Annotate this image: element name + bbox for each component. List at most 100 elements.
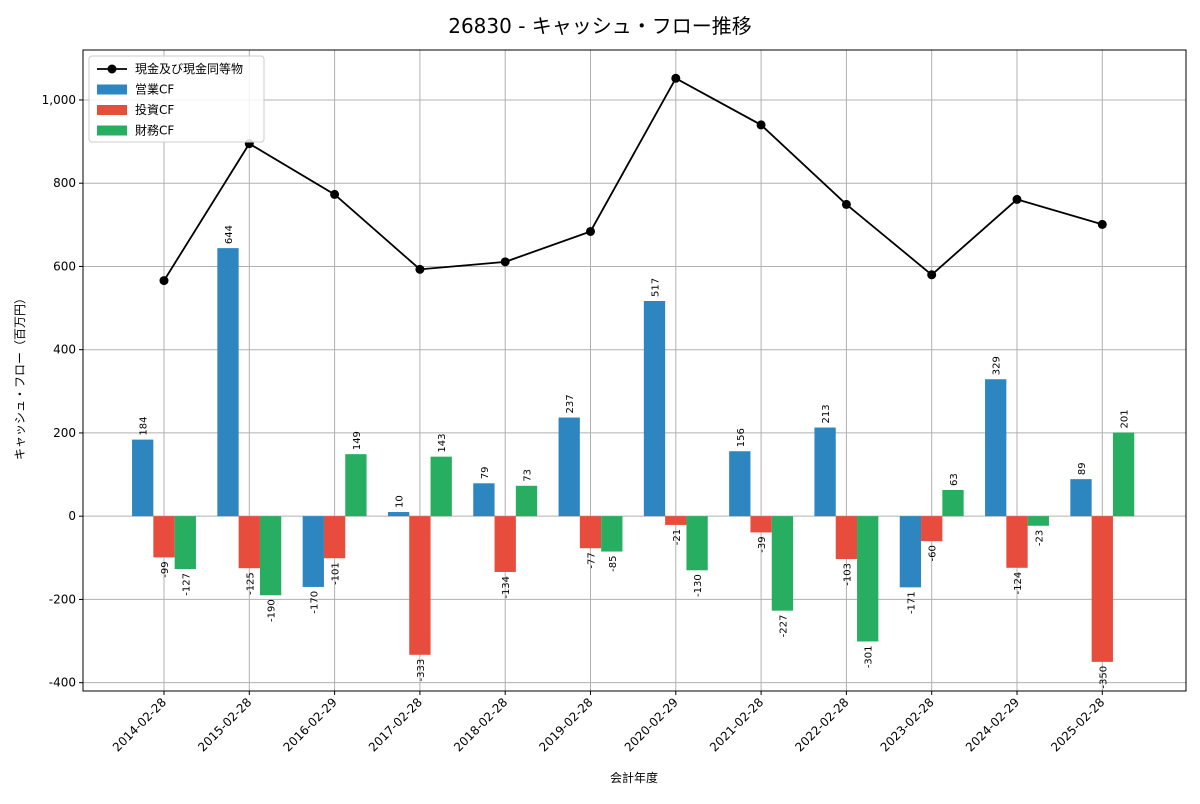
y-tick-label: -400	[49, 676, 76, 690]
x-tick-label: 2016-02-29	[281, 695, 340, 754]
bar	[729, 451, 751, 517]
cash-point	[500, 257, 510, 267]
bar-value-label: 201	[1120, 409, 1131, 428]
bar	[921, 516, 943, 542]
bar-value-label: -127	[181, 573, 192, 596]
bar	[686, 516, 708, 571]
legend-bar-swatch	[97, 125, 127, 136]
legend-label: 営業CF	[135, 83, 174, 97]
y-tick-label: 800	[53, 176, 76, 190]
y-tick-label: 1,000	[42, 93, 76, 107]
bar	[217, 248, 239, 517]
y-tick-label: 400	[53, 343, 76, 357]
cash-point	[756, 120, 766, 130]
bar-value-label: 213	[821, 404, 832, 423]
grid-layer	[83, 50, 1186, 691]
bar-value-label: 143	[437, 434, 448, 453]
bar-value-label: 73	[523, 469, 534, 482]
bar-value-label: 89	[1077, 462, 1088, 475]
bar	[643, 300, 666, 517]
bar	[345, 454, 367, 517]
legend-bar-swatch	[97, 105, 127, 115]
bar-value-label: 237	[565, 394, 576, 413]
cash-point	[159, 276, 169, 286]
bar-value-label: -99	[160, 561, 171, 577]
line-layer	[159, 73, 1107, 286]
cash-point	[1012, 194, 1022, 204]
chart-title: 26830 - キャッシュ・フロー推移	[448, 14, 752, 38]
bar	[132, 439, 154, 517]
y-tick-label: 600	[53, 259, 76, 273]
bar	[942, 489, 964, 517]
legend-box	[88, 55, 265, 143]
bar-value-label: -130	[693, 574, 704, 597]
bar-value-label: 644	[224, 225, 235, 244]
bar	[259, 516, 282, 596]
x-tick-label: 2024-02-29	[963, 695, 1022, 754]
legend-bar-swatch	[97, 84, 127, 95]
bar-value-label: 184	[139, 417, 150, 436]
bar-value-label: -23	[1034, 530, 1045, 546]
bar	[153, 516, 175, 558]
bar-value-label: -60	[928, 545, 939, 561]
x-tick-label: 2017-02-28	[366, 695, 425, 754]
bar-value-label: 79	[480, 467, 491, 480]
x-tick-label: 2021-02-28	[707, 695, 766, 754]
y-axis-label: キャッシュ・フロー（百万円）	[13, 292, 27, 460]
bar	[409, 516, 431, 655]
bar-value-label: 517	[651, 278, 662, 297]
bar	[835, 516, 858, 560]
bar-value-label: -134	[501, 576, 512, 599]
cash-point	[1097, 219, 1107, 229]
bar-value-label: -190	[267, 599, 278, 622]
x-axis-label: 会計年度	[610, 770, 658, 785]
bars-layer	[132, 248, 1135, 662]
legend-marker	[107, 64, 117, 74]
bar-value-label: -85	[608, 556, 619, 572]
bar	[558, 417, 580, 517]
legend-label: 財務CF	[135, 123, 174, 138]
bar-value-label: -227	[778, 615, 789, 638]
cash-point	[671, 73, 681, 83]
bar	[579, 516, 602, 549]
cash-point	[330, 189, 340, 199]
bar	[814, 427, 836, 517]
cash-point	[415, 264, 425, 274]
x-tick-label: 2023-02-28	[878, 695, 937, 754]
cash-point	[586, 226, 595, 236]
bar-value-label: 156	[736, 428, 747, 447]
bar	[985, 379, 1007, 517]
bar-value-label: 329	[992, 356, 1003, 375]
bar	[750, 516, 772, 533]
cash-line	[163, 77, 1103, 282]
x-tick-label: 2022-02-28	[792, 695, 851, 754]
bar	[771, 516, 794, 611]
bar	[387, 512, 410, 517]
bar-value-label: -171	[906, 591, 917, 614]
bar-value-label: -39	[757, 536, 768, 552]
bar	[515, 485, 538, 517]
x-tick-label: 2019-02-28	[536, 695, 595, 754]
bar	[857, 516, 879, 642]
bar	[1027, 516, 1049, 526]
bar	[238, 516, 260, 569]
bar-value-label: 149	[352, 431, 363, 450]
bar	[430, 456, 452, 517]
x-tick-label: 2018-02-28	[451, 695, 510, 754]
bar	[494, 516, 516, 572]
y-tick-label: -200	[49, 592, 76, 606]
cash-point	[927, 270, 937, 280]
bar	[302, 516, 324, 587]
plot-frame	[82, 49, 1187, 692]
x-tick-label: 2020-02-29	[622, 695, 681, 754]
bar	[1112, 432, 1135, 517]
bar	[174, 516, 196, 570]
bar-value-label: -103	[842, 563, 853, 586]
bar-value-label: -125	[245, 572, 256, 595]
bar	[473, 483, 495, 517]
bar-value-label: -124	[1013, 572, 1024, 595]
bar-value-label: -21	[672, 529, 683, 545]
cash-point	[841, 199, 851, 209]
